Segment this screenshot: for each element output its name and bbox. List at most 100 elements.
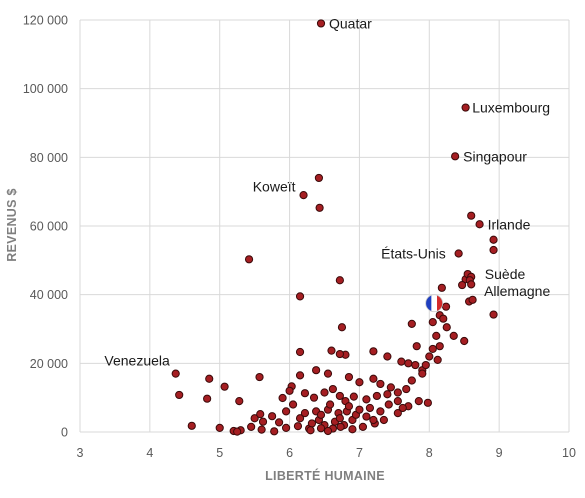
annotation-label: Singapour (463, 148, 527, 164)
data-point (489, 310, 498, 319)
y-axis-title: REVENUS $ (5, 188, 19, 262)
flag-stripe (425, 294, 432, 312)
y-tick-label: 100 000 (23, 82, 68, 96)
data-point (437, 283, 446, 292)
data-point (355, 405, 364, 414)
data-point (316, 424, 326, 433)
data-point (384, 400, 393, 409)
data-point (278, 393, 287, 403)
data-point (233, 427, 242, 436)
data-point (489, 245, 498, 255)
data-point (414, 397, 423, 406)
data-point (435, 342, 444, 351)
data-point (376, 379, 385, 389)
data-point (250, 414, 259, 423)
annotation-label: Koweït (253, 179, 296, 195)
x-tick-label: 7 (356, 446, 363, 460)
annotations: Quatar Luxembourg Singapour Koweït Irlande Ét… (104, 15, 550, 368)
data-point (295, 292, 305, 301)
data-point (407, 376, 416, 385)
data-point (451, 152, 460, 161)
data-point (425, 352, 434, 361)
data-point (256, 410, 265, 419)
data-point (281, 407, 291, 416)
data-point (393, 397, 402, 406)
data-point (323, 369, 333, 378)
data-point (344, 372, 354, 382)
data-point (355, 378, 364, 387)
annotation-label: Suède (485, 266, 526, 282)
y-tick-label: 40 000 (30, 288, 68, 302)
data-point (369, 374, 378, 383)
data-point (393, 388, 402, 397)
data-point (337, 323, 347, 332)
data-point (171, 369, 180, 378)
annotation-label: Luxembourg (472, 100, 550, 116)
data-point (203, 394, 212, 403)
y-tick-label: 120 000 (23, 14, 68, 28)
data-point (398, 403, 407, 413)
flag-stripe (431, 294, 438, 312)
x-tick-label: 3 (77, 446, 84, 460)
annotation-label: Allemagne (484, 283, 550, 299)
data-point (411, 360, 420, 370)
y-tick-labels: 0 20 000 40 000 60 000 80 000 100 000 120 000 (23, 14, 68, 440)
flag-stripe (437, 294, 443, 312)
data-point (423, 398, 432, 407)
data-point (257, 425, 266, 434)
data-point (281, 423, 291, 432)
data-point (335, 391, 344, 401)
data-point (187, 421, 196, 430)
data-point (288, 400, 298, 409)
data-point (467, 211, 476, 220)
annotation-label: Quatar (329, 15, 372, 31)
data-point (489, 235, 498, 244)
data-point (397, 357, 406, 366)
data-point (309, 393, 319, 402)
x-axis-title: LIBERTÉ HUMAINE (265, 468, 385, 483)
data-point (402, 384, 411, 394)
data-point (358, 422, 368, 431)
data-point (255, 372, 264, 382)
data-point (412, 342, 421, 351)
data-point (235, 397, 244, 406)
data-point (306, 426, 315, 435)
flag-outline (425, 294, 444, 313)
data-points (171, 19, 498, 436)
data-point (258, 417, 268, 426)
data-point (428, 318, 437, 327)
annotation-label: États-Unis (381, 245, 446, 261)
x-tick-label: 10 (562, 446, 576, 460)
x-tick-label: 5 (216, 446, 223, 460)
y-tick-label: 0 (61, 426, 68, 440)
data-point (295, 414, 305, 423)
data-point (433, 355, 442, 364)
data-point (454, 249, 463, 258)
data-point (441, 302, 451, 311)
data-point (325, 400, 335, 409)
data-point (344, 402, 354, 411)
data-point (383, 390, 392, 399)
france-flag-marker (425, 294, 443, 312)
data-point (295, 371, 305, 380)
data-point (323, 426, 333, 436)
data-point (220, 382, 229, 391)
data-point (205, 374, 214, 383)
data-point (349, 392, 358, 401)
data-point (376, 407, 385, 416)
data-point (320, 388, 329, 397)
data-point (336, 422, 345, 431)
data-point (362, 395, 371, 404)
data-point (428, 344, 437, 354)
data-point (418, 369, 427, 378)
data-point (293, 422, 303, 431)
x-tick-label: 9 (496, 446, 503, 460)
gridlines (79, 19, 570, 433)
x-tick-labels: 3 4 5 6 7 8 9 10 (77, 446, 576, 460)
y-tick-label: 60 000 (30, 220, 68, 234)
data-point (215, 423, 224, 432)
data-point (299, 191, 308, 200)
x-tick-label: 6 (286, 446, 293, 460)
data-point (439, 314, 448, 323)
